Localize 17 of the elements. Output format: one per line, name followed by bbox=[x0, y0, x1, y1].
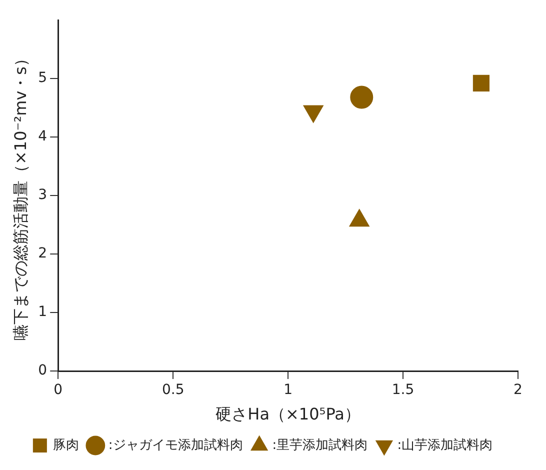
y-tick-label: 2 bbox=[38, 246, 48, 262]
legend-label: 豚肉 bbox=[52, 438, 79, 453]
y-tick-label: 4 bbox=[38, 128, 48, 145]
x-tick-label: 0.5 bbox=[162, 382, 184, 398]
y-axis-title: 嚥下までの総筋活動量（×10⁻²mv・s） bbox=[10, 50, 30, 341]
legend-label: :山芋添加試料肉 bbox=[397, 438, 493, 453]
x-tick-label: 0 bbox=[54, 382, 63, 398]
y-tick-label: 5 bbox=[38, 70, 48, 86]
legend-label: :里芋添加試料肉 bbox=[272, 438, 368, 453]
x-axis-title: 硬さHa（×10⁵Pa） bbox=[216, 404, 360, 424]
y-tick-label: 1 bbox=[38, 304, 48, 320]
x-tick-label: 1.5 bbox=[392, 382, 414, 398]
y-tick-label: 0 bbox=[38, 362, 48, 379]
x-tick-label: 2 bbox=[514, 382, 522, 398]
y-tick-label: 3 bbox=[38, 187, 48, 204]
legend-label: :ジャガイモ添加試料肉 bbox=[108, 438, 243, 453]
x-tick-label: 1 bbox=[284, 382, 293, 398]
